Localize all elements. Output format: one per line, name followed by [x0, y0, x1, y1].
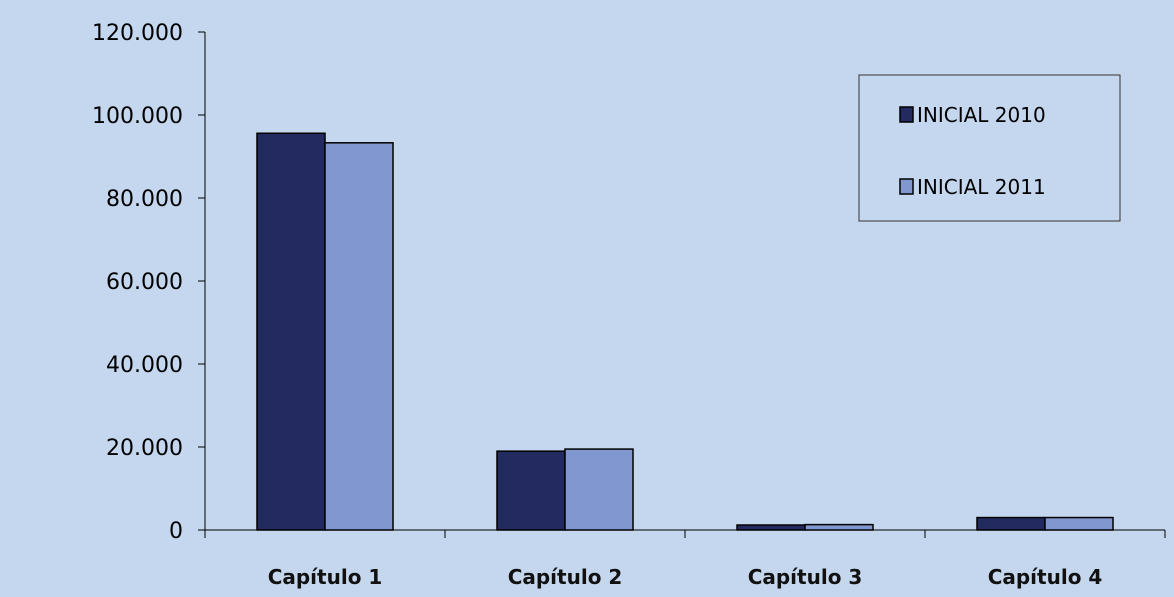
x-axis: Capítulo 1 Capítulo 2 Capítulo 3 Capítulo 4 [204, 529, 1166, 589]
legend-label: INICIAL 2010 [917, 103, 1046, 127]
bar-series-1-4 [976, 516, 1046, 531]
y-tick-label: 40.000 [106, 353, 183, 378]
y-tick-label: 0 [169, 519, 183, 544]
bars [256, 132, 1114, 531]
x-tick-label: Capítulo 2 [508, 565, 623, 589]
legend-label: INICIAL 2011 [917, 175, 1046, 199]
y-tick-label: 60.000 [106, 270, 183, 295]
bar-series-2-1 [324, 142, 394, 531]
legend-swatch [899, 106, 914, 123]
x-tick-label: Capítulo 1 [268, 565, 383, 589]
y-axis: 0 20.000 40.000 60.000 80.000 100.000 120.000 [92, 21, 206, 544]
x-tick-label: Capítulo 3 [748, 565, 863, 589]
legend: INICIAL 2010 INICIAL 2011 [858, 74, 1121, 222]
bar-series-1-2 [496, 450, 566, 531]
bar-series-2-3 [804, 523, 874, 531]
x-tick-label: Capítulo 4 [988, 565, 1103, 589]
y-tick-label: 20.000 [106, 436, 183, 461]
bar-series-2-2 [564, 448, 634, 531]
bar-series-1-3 [736, 524, 806, 531]
legend-box [858, 74, 1121, 222]
bar-series-1-1 [256, 132, 326, 531]
bar-series-2-4 [1044, 516, 1114, 531]
legend-swatch [899, 178, 914, 195]
y-tick-label: 120.000 [92, 21, 183, 46]
y-tick-label: 100.000 [92, 104, 183, 129]
y-tick-label: 80.000 [106, 187, 183, 212]
